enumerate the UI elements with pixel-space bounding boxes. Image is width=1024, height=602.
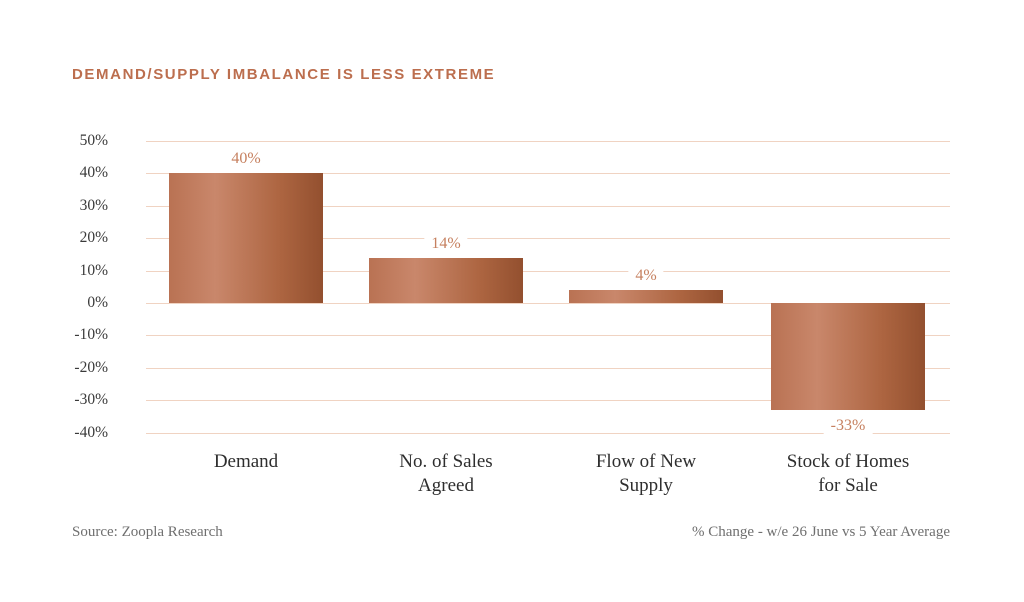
gridline: [146, 335, 950, 337]
y-axis-tick-label: 10%: [79, 261, 108, 279]
bar: [369, 257, 523, 303]
gridline: [146, 238, 950, 240]
bar-value-label: 4%: [628, 265, 664, 287]
gridline: [146, 432, 950, 434]
bar-value-label: 14%: [424, 232, 468, 254]
gridline: [146, 205, 950, 207]
y-axis-tick-label: -30%: [74, 391, 108, 409]
bar: [771, 303, 925, 410]
y-axis-tick-label: 0%: [87, 294, 108, 311]
category-label: Demand: [213, 451, 279, 472]
chart-title: DEMAND/SUPPLY IMBALANCE IS LESS EXTREME: [72, 66, 496, 83]
bar-value-label: -33%: [823, 414, 873, 436]
y-axis-tick-label: -20%: [74, 358, 108, 376]
y-axis-tick-label: 50%: [79, 132, 108, 149]
category-label: Stock of Homes for Sale: [786, 451, 910, 496]
bar-value-label: 40%: [224, 148, 268, 170]
y-axis-tick-label: 30%: [79, 196, 108, 214]
y-axis-tick-label: -40%: [74, 423, 108, 441]
chart-footer: Source: Zoopla Research % Change - w/e 2…: [72, 524, 950, 541]
category-label: Flow of New Supply: [595, 451, 697, 496]
source-note: Source: Zoopla Research: [72, 524, 223, 540]
category-label: No. of Sales Agreed: [399, 451, 493, 496]
y-axis-tick-label: 40%: [79, 164, 108, 182]
axis-note: % Change - w/e 26 June vs 5 Year Average: [692, 524, 950, 540]
gridline: [146, 400, 950, 402]
y-axis-tick-label: 20%: [79, 229, 108, 247]
gridline: [146, 173, 950, 175]
gridline: [146, 270, 950, 272]
bar: [569, 290, 723, 303]
y-axis-tick-label: -10%: [74, 326, 108, 344]
gridline: [146, 303, 950, 304]
bar: [169, 173, 323, 303]
gridline: [146, 141, 950, 142]
gridline: [146, 367, 950, 369]
